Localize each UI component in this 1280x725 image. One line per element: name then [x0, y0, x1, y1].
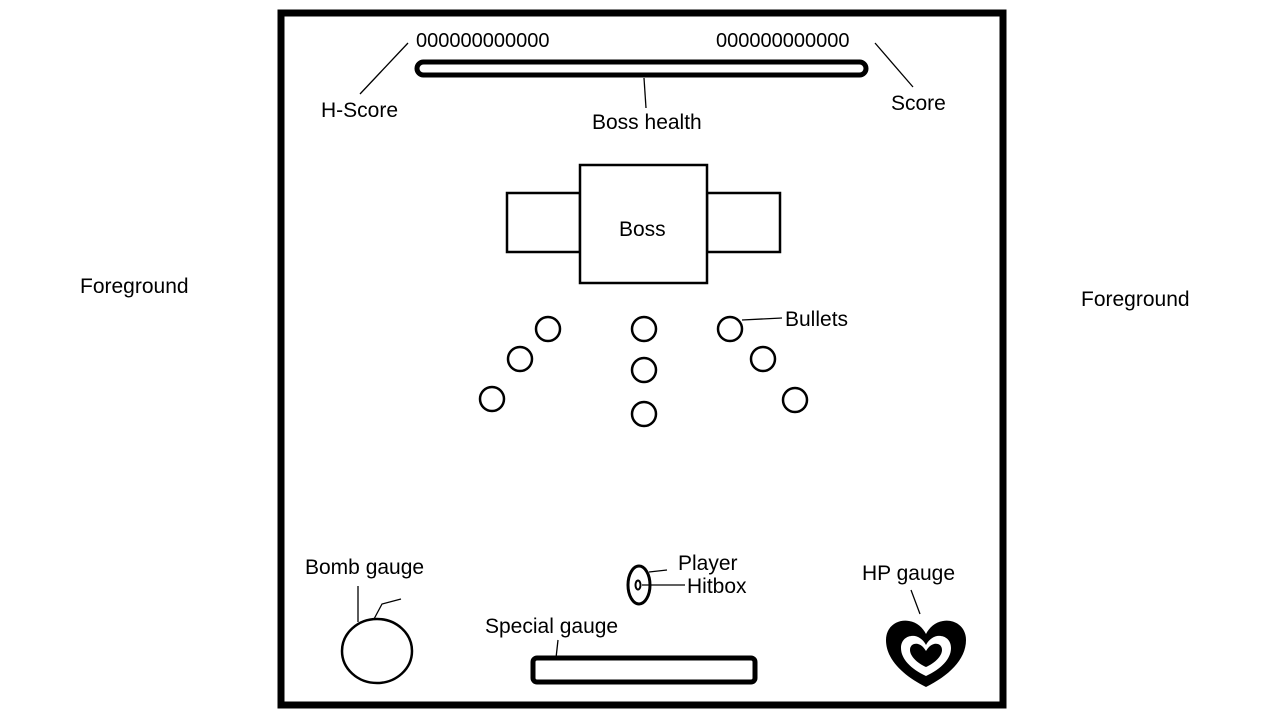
bullets-leader: [741, 317, 783, 321]
boss-right-wing: [705, 191, 782, 254]
special-gauge-label: Special gauge: [485, 615, 618, 638]
bullets-label: Bullets: [785, 308, 848, 331]
boss-health-leader: [643, 77, 647, 109]
special-gauge-bar: [530, 655, 758, 685]
bomb-fuse: [373, 598, 402, 620]
bullet: [630, 315, 658, 343]
bullet: [749, 345, 777, 373]
boss-health-bar: [414, 59, 869, 78]
score-label: Score: [891, 92, 946, 115]
hitbox-label: Hitbox: [687, 575, 747, 598]
bomb-gauge-label: Bomb gauge: [305, 556, 424, 579]
bullets-group: [478, 315, 809, 428]
h-score-label: H-Score: [321, 99, 398, 122]
bullet: [716, 315, 744, 343]
player-label: Player: [678, 552, 738, 575]
foreground-label-left: Foreground: [80, 275, 189, 298]
boss-label: Boss: [619, 218, 666, 241]
bullet: [630, 356, 658, 384]
play-field-frame: [277, 9, 1007, 709]
player-leader: [648, 569, 668, 573]
high-score-value: 000000000000: [416, 30, 549, 52]
heart-icon: [886, 620, 966, 687]
score-leader: [874, 42, 914, 88]
boss-left-wing: [505, 191, 582, 254]
bullet: [478, 385, 506, 413]
hp-gauge-leader: [910, 589, 921, 615]
foreground-label-right: Foreground: [1081, 288, 1190, 311]
hp-gauge-label: HP gauge: [862, 562, 955, 585]
bullet: [781, 386, 809, 414]
h-score-leader: [359, 42, 409, 95]
player-hitbox: [634, 579, 642, 591]
bullet: [630, 400, 658, 428]
boss-health-label: Boss health: [592, 111, 702, 134]
bomb-gauge: [340, 617, 414, 685]
bullet: [534, 315, 562, 343]
score-value: 000000000000: [716, 30, 849, 52]
boss-body: [578, 163, 709, 285]
special-gauge-leader: [555, 639, 559, 659]
bullet: [506, 345, 534, 373]
